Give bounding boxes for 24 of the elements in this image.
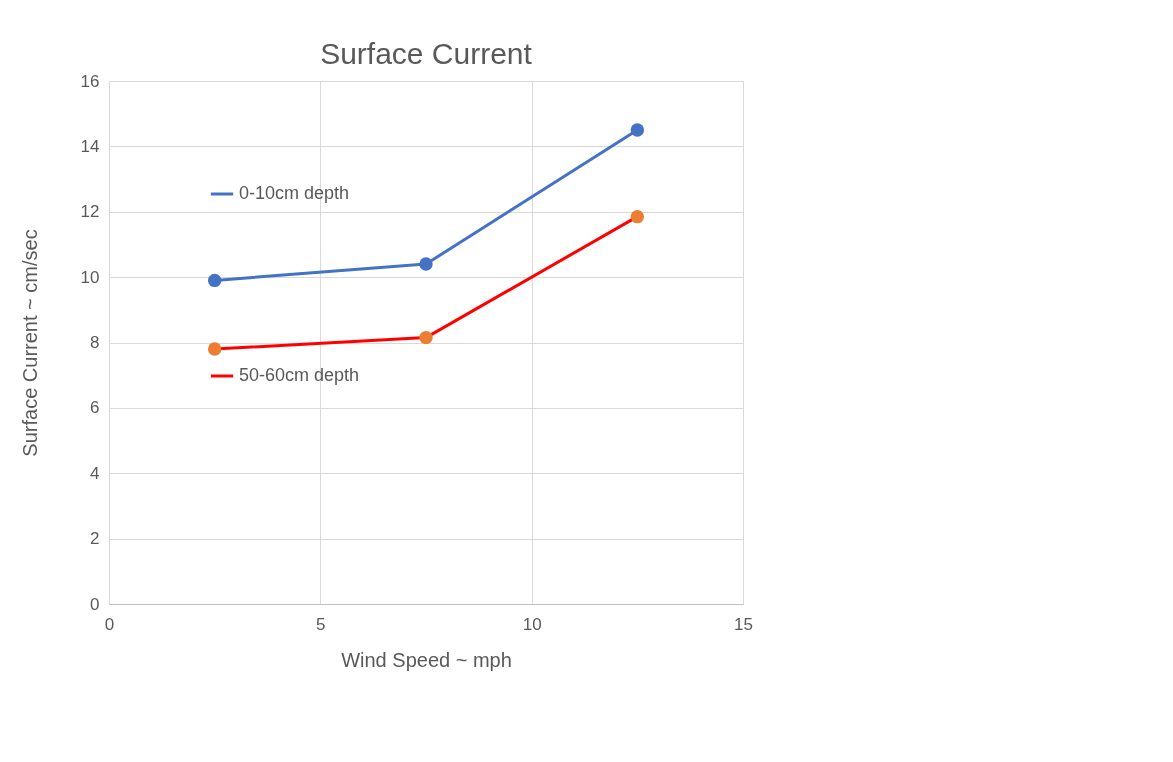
chart-title: Surface Current (320, 37, 533, 70)
point (419, 330, 433, 345)
legend-label: 0-10cm depth (239, 183, 350, 203)
y-tick-label: 12 (80, 202, 100, 222)
y-tick-label: 4 (90, 463, 100, 483)
x-tick-label: 10 (522, 614, 542, 634)
y-tick-label: 0 (90, 594, 100, 614)
point (630, 209, 645, 224)
y-tick-label: 6 (90, 398, 100, 418)
y-tick-label: 14 (80, 136, 100, 156)
y-tick-label: 8 (90, 333, 100, 352)
y-tick-label: 16 (80, 71, 100, 91)
point (419, 257, 433, 271)
x-tick-label: 15 (734, 614, 753, 634)
legend-label: 50-60cm depth (239, 365, 360, 385)
point (207, 273, 222, 288)
y-tick-label: 2 (90, 529, 100, 549)
y-axis-title: Surface Current ~ cm/sec (18, 229, 41, 457)
point (207, 342, 222, 356)
x-axis-title: Wind Speed ~ mph (341, 648, 512, 671)
y-tick-label: 10 (80, 267, 100, 287)
x-tick-label: 5 (316, 614, 326, 634)
x-tick-label: 0 (104, 614, 115, 634)
point (630, 123, 645, 137)
